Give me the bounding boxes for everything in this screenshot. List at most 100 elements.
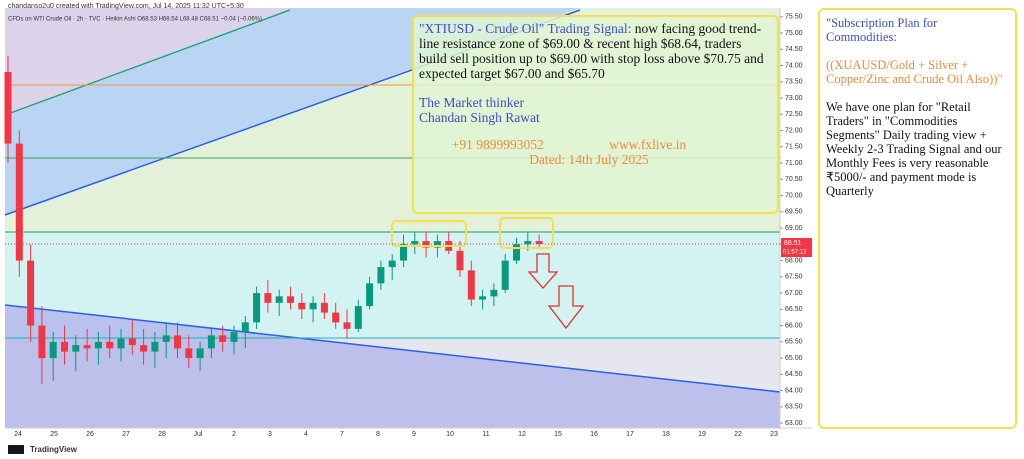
x-tick-label: 4 — [304, 431, 308, 438]
candle-body — [61, 341, 68, 352]
candle-body — [128, 338, 136, 346]
price-tag — [781, 238, 812, 258]
candle-body — [196, 348, 204, 359]
x-tick-label: 15 — [554, 431, 562, 438]
candle-body — [388, 260, 396, 268]
contact: +91 9899993052 www.fxlive.in — [419, 137, 719, 152]
y-tick-label: 70.50 — [785, 176, 803, 183]
x-tick-label: 2 — [232, 431, 236, 438]
candle-body — [27, 260, 35, 326]
x-tick-label: 26 — [86, 431, 94, 438]
candle-body — [422, 241, 430, 248]
candle-body — [4, 72, 12, 144]
candle-body — [411, 241, 419, 245]
highlight-box — [391, 220, 467, 247]
x-tick-label: 22 — [734, 431, 742, 438]
x-tick-label: 3 — [268, 431, 272, 438]
credit: chandanso2u0 created with TradingView.co… — [8, 3, 244, 10]
candle-body — [513, 244, 520, 261]
y-tick-label: 75.00 — [785, 30, 803, 37]
x-tick-label: 25 — [50, 431, 58, 438]
y-tick-label: 69.00 — [785, 225, 803, 232]
subscription-box: "Subscription Plan for Commodities: ((XU… — [818, 8, 1017, 429]
signal-body: now facing good trend-line resistance zo… — [419, 21, 764, 81]
y-tick-label: 71.50 — [785, 144, 803, 151]
candle-body — [309, 302, 317, 310]
footer-logo: TradingView — [30, 445, 78, 454]
candle-body — [343, 322, 351, 329]
x-tick-label: Jul — [194, 431, 203, 438]
trend-line — [4, 304, 781, 393]
phone: +91 9899993052 — [451, 137, 544, 152]
author: The Market thinker — [419, 95, 524, 110]
subscription-title: "Subscription Plan for Commodities: — [826, 16, 938, 44]
candle-body — [298, 302, 306, 310]
logo-icon — [8, 445, 24, 454]
x-tick-label: 11 — [482, 431, 489, 438]
countdown: 01:57:13 — [783, 250, 807, 256]
subscription-body: We have one plan for "Retail Traders" in… — [826, 100, 1002, 198]
y-tick-label: 66.00 — [785, 322, 803, 329]
y-tick-label: 64.50 — [785, 371, 803, 378]
x-tick-label: 12 — [518, 431, 526, 438]
candle-body — [320, 302, 328, 313]
signal-title: "XTIUSD - Crude Oil" Trading Signal: — [419, 21, 632, 36]
candle-body — [264, 293, 272, 303]
trend-line — [4, 9, 291, 116]
candle-body — [253, 293, 261, 323]
candle-body — [490, 289, 498, 297]
down-arrow — [547, 285, 585, 330]
candle-body — [185, 348, 193, 359]
y-tick-label: 65.50 — [785, 339, 803, 346]
x-tick-label: 27 — [122, 431, 130, 438]
date: Dated: 14th July 2025 — [529, 152, 649, 167]
y-tick-label: 65.00 — [785, 355, 803, 362]
candle-body — [219, 335, 227, 342]
candle-body — [38, 325, 46, 359]
candle-body — [479, 296, 487, 300]
x-tick-label: 23 — [770, 431, 778, 438]
candle-body — [456, 250, 464, 271]
candle-body — [106, 341, 114, 349]
candle-body — [83, 345, 91, 349]
y-tick-label: 70.00 — [785, 192, 803, 199]
x-tick-label: 24 — [14, 431, 22, 438]
x-tick-label: 28 — [158, 431, 166, 438]
y-tick-label: 74.50 — [785, 46, 803, 53]
x-tick-label: 9 — [412, 431, 416, 438]
signal-box: "XTIUSD - Crude Oil" Trading Signal: now… — [412, 15, 779, 214]
y-tick-label: 73.50 — [785, 79, 803, 86]
y-tick-label: 74.00 — [785, 62, 803, 69]
y-tick-label: 69.50 — [785, 209, 803, 216]
candle-body — [15, 143, 23, 261]
y-tick-label: 67.00 — [785, 290, 803, 297]
candle-body — [467, 270, 475, 300]
x-tick-label: 16 — [590, 431, 598, 438]
candle-body — [354, 306, 362, 329]
y-tick-label: 64.00 — [785, 387, 803, 394]
candle-body — [400, 244, 407, 261]
x-tick-label: 18 — [662, 431, 670, 438]
y-tick-label: 73.00 — [785, 95, 803, 102]
candle-body — [117, 338, 125, 349]
legend: CFDs on WTI Crude Oil · 2h · TVC · Heiki… — [8, 17, 262, 23]
x-tick-label: 10 — [446, 431, 454, 438]
price-tag-label: 68.51 — [784, 240, 802, 247]
candle-body — [49, 341, 57, 359]
candle-body — [377, 267, 385, 284]
y-tick-label: 66.50 — [785, 306, 803, 313]
y-tick-label: 67.50 — [785, 274, 803, 281]
candle-body — [162, 335, 170, 342]
signal-text: "XTIUSD - Crude Oil" Trading Signal: now… — [419, 21, 772, 81]
candle-body — [275, 296, 283, 303]
x-tick-label: 17 — [626, 431, 634, 438]
x-tick-label: 19 — [698, 431, 706, 438]
y-tick-label: 71.00 — [785, 160, 803, 167]
y-tick-label: 63.00 — [785, 420, 803, 427]
candle-body — [174, 335, 181, 349]
candle-body — [501, 260, 509, 290]
candle-body — [72, 345, 80, 352]
candle-body — [332, 312, 340, 323]
candle-body — [151, 341, 159, 352]
down-arrow — [527, 253, 559, 289]
